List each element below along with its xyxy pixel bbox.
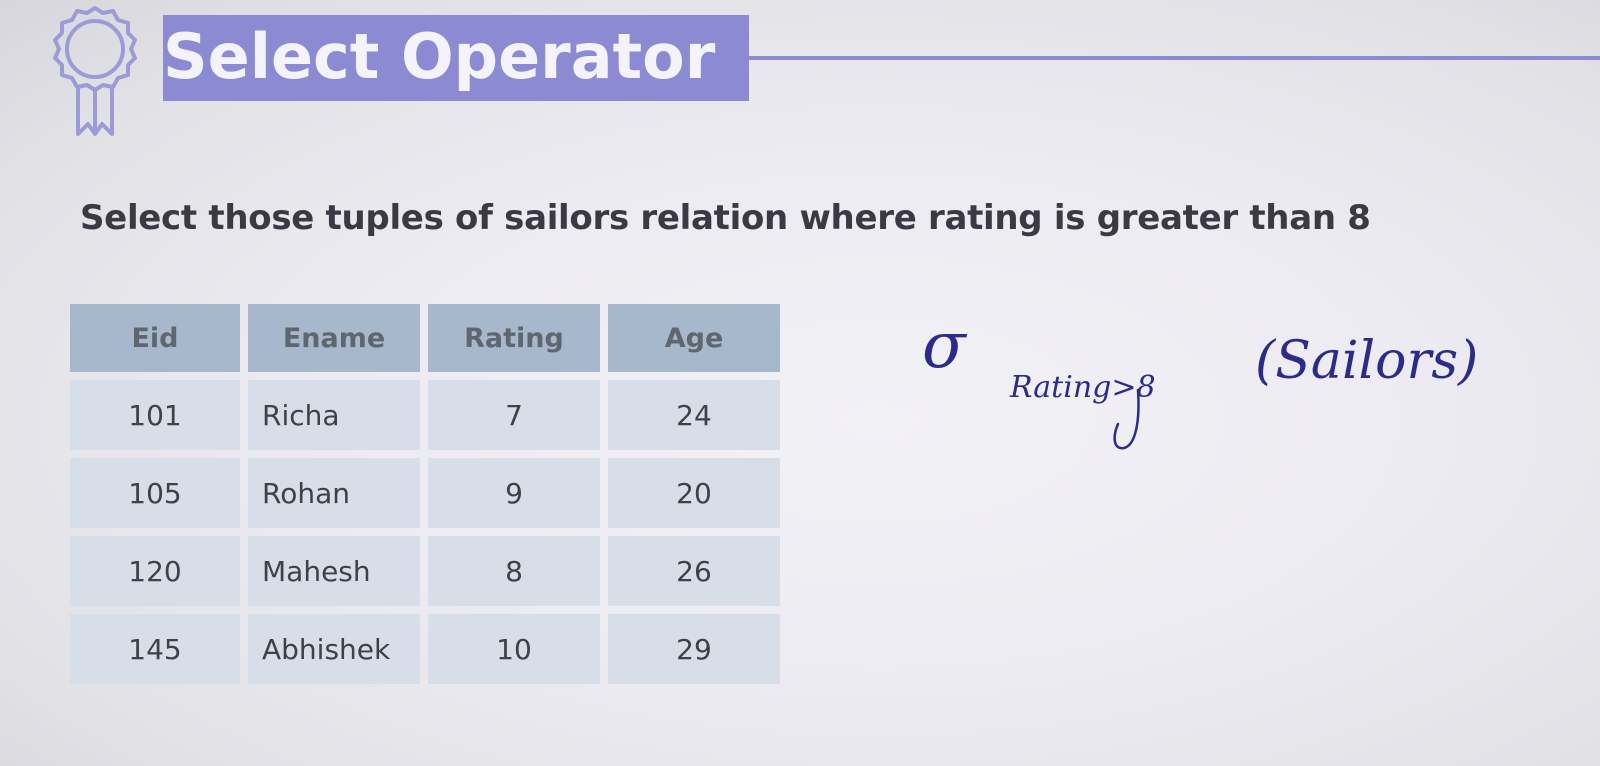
table-header-row: Eid Ename Rating Age — [70, 304, 780, 372]
relation-name: (Sailors) — [1255, 331, 1478, 391]
cell-age: 24 — [608, 380, 780, 450]
selection-condition: Rating>8 — [1009, 370, 1156, 405]
cell-ename: Rohan — [248, 458, 420, 528]
title-divider — [749, 56, 1600, 60]
title-highlight — [163, 15, 749, 101]
cell-ename: Richa — [248, 380, 420, 450]
column-header-ename: Ename — [248, 304, 420, 372]
cell-eid: 120 — [70, 536, 240, 606]
page-title: Select Operator — [163, 20, 716, 93]
sigma-symbol: σ — [922, 309, 968, 383]
cell-age: 20 — [608, 458, 780, 528]
cell-rating: 7 — [428, 380, 600, 450]
table-row: 105 Rohan 9 20 — [70, 458, 780, 528]
question-text: Select those tuples of sailors relation … — [80, 198, 1371, 238]
column-header-eid: Eid — [70, 304, 240, 372]
column-header-rating: Rating — [428, 304, 600, 372]
cell-eid: 101 — [70, 380, 240, 450]
cell-rating: 8 — [428, 536, 600, 606]
cell-eid: 145 — [70, 614, 240, 684]
cell-age: 29 — [608, 614, 780, 684]
table-row: 120 Mahesh 8 26 — [70, 536, 780, 606]
cell-rating: 10 — [428, 614, 600, 684]
column-header-age: Age — [608, 304, 780, 372]
award-ribbon-icon — [53, 6, 137, 136]
cell-ename: Abhishek — [248, 614, 420, 684]
cell-ename: Mahesh — [248, 536, 420, 606]
cell-eid: 105 — [70, 458, 240, 528]
table-row: 101 Richa 7 24 — [70, 380, 780, 450]
cell-rating: 9 — [428, 458, 600, 528]
sailors-table: Eid Ename Rating Age 101 Richa 7 24 105 … — [62, 296, 788, 692]
handwritten-flourish — [1113, 388, 1140, 450]
cell-age: 26 — [608, 536, 780, 606]
table-row: 145 Abhishek 10 29 — [70, 614, 780, 684]
